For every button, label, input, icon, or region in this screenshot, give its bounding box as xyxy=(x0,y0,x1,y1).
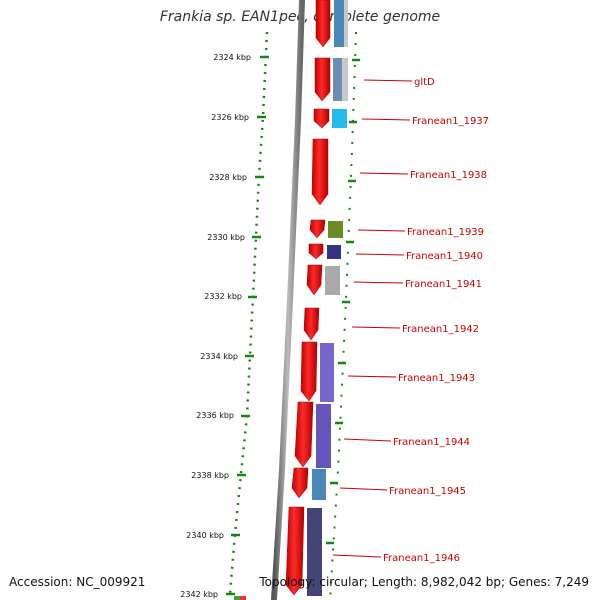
gene-track-guide xyxy=(329,31,357,600)
tick-label-2332: 2332 kbp xyxy=(204,292,242,301)
cds-arrow[interactable] xyxy=(309,219,326,239)
topology-text: Topology: circular; Length: 8,982,042 bp… xyxy=(259,575,589,589)
category-box xyxy=(320,343,334,402)
tick-label-2340: 2340 kbp xyxy=(186,531,224,540)
gene-label-1943[interactable]: Franean1_1943 xyxy=(398,373,475,384)
cds-arrow[interactable] xyxy=(300,341,318,402)
category-box xyxy=(312,469,326,500)
category-box xyxy=(316,404,331,468)
cds-arrow[interactable] xyxy=(311,138,329,206)
gene-label-1940[interactable]: Franean1_1940 xyxy=(406,251,483,262)
cds-arrow[interactable] xyxy=(303,307,320,341)
category-box xyxy=(344,0,348,47)
tick-label-2334: 2334 kbp xyxy=(200,352,238,361)
gene-label-1937[interactable]: Franean1_1937 xyxy=(412,116,489,127)
gene-label-1946[interactable]: Franean1_1946 xyxy=(383,553,460,564)
tick-label-2342: 2342 kbp xyxy=(180,590,218,599)
tick-label-2324: 2324 kbp xyxy=(213,53,251,62)
gene-label-1941[interactable]: Franean1_1941 xyxy=(405,279,482,290)
scale-ruler xyxy=(228,31,269,595)
category-box xyxy=(327,245,341,259)
tick-label-2338: 2338 kbp xyxy=(191,471,229,480)
category-box xyxy=(307,508,322,596)
cds-arrow[interactable] xyxy=(306,264,323,296)
cds-arrow[interactable] xyxy=(314,57,331,102)
gene-label-gltD[interactable]: gltD xyxy=(414,77,435,88)
category-box xyxy=(332,109,347,128)
cds-arrow[interactable] xyxy=(285,506,305,596)
category-box xyxy=(328,221,343,238)
gene-label-1942[interactable]: Franean1_1942 xyxy=(402,324,479,335)
gene-label-1945[interactable]: Franean1_1945 xyxy=(389,486,466,497)
gene-label-1944[interactable]: Franean1_1944 xyxy=(393,437,470,448)
gene-label-1939[interactable]: Franean1_1939 xyxy=(407,227,484,238)
tick-label-2330: 2330 kbp xyxy=(207,233,245,242)
tick-label-2336: 2336 kbp xyxy=(196,411,234,420)
cds-arrow[interactable] xyxy=(294,401,314,468)
tick-marks xyxy=(226,55,360,596)
cds-arrow[interactable] xyxy=(308,243,324,260)
cds-arrow[interactable] xyxy=(291,467,309,499)
accession-text: Accession: NC_009921 xyxy=(9,575,146,589)
tick-label-2328: 2328 kbp xyxy=(209,173,247,182)
genome-backbone xyxy=(271,0,305,600)
cds-arrow[interactable] xyxy=(315,0,331,48)
feature-mark xyxy=(234,596,240,600)
cds-arrow[interactable] xyxy=(313,108,330,129)
feature-mark xyxy=(240,596,246,600)
tick-label-2326: 2326 kbp xyxy=(211,113,249,122)
gene-label-1938[interactable]: Franean1_1938 xyxy=(410,170,487,181)
category-box xyxy=(325,266,340,295)
category-box xyxy=(342,58,348,101)
